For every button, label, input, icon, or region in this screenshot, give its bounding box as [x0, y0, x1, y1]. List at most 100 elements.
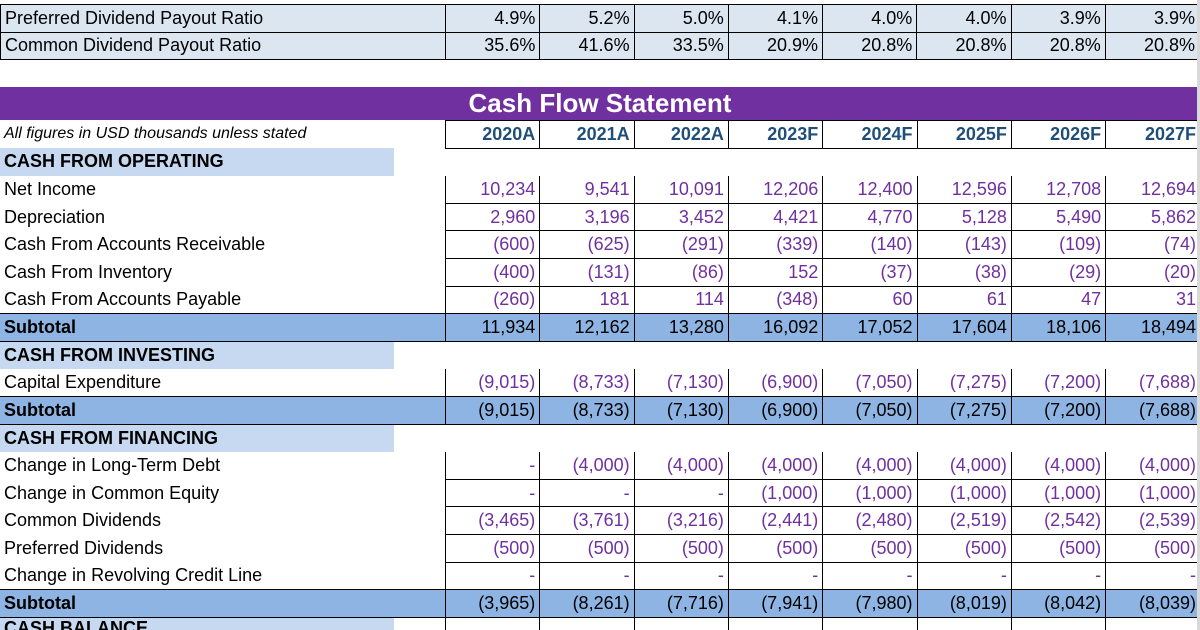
value-cell[interactable] [1010, 617, 1106, 630]
value-cell[interactable]: (1,000) [1105, 479, 1200, 508]
value-cell[interactable] [823, 424, 917, 452]
value-cell[interactable]: (348) [727, 286, 823, 315]
value-cell[interactable]: 61 [916, 286, 1012, 315]
value-cell[interactable] [917, 424, 1011, 452]
value-cell[interactable]: (7,980) [822, 589, 918, 618]
value-cell[interactable] [822, 617, 918, 630]
value-cell[interactable]: 3.9% [1104, 4, 1200, 33]
value-cell[interactable] [634, 148, 728, 176]
value-cell[interactable]: - [444, 479, 540, 508]
value-cell[interactable]: - [916, 562, 1012, 591]
value-cell[interactable]: 20.9% [727, 31, 824, 61]
value-cell[interactable] [634, 341, 728, 369]
value-cell[interactable]: (7,130) [633, 395, 729, 425]
value-cell[interactable]: 10,234 [444, 175, 540, 204]
value-cell[interactable]: 60 [822, 286, 918, 315]
value-cell[interactable]: (7,688) [1105, 368, 1200, 397]
value-cell[interactable]: (4,000) [539, 451, 635, 480]
units-note[interactable]: All figures in USD thousands unless stat… [4, 125, 307, 143]
value-cell[interactable]: (74) [1105, 230, 1200, 259]
value-cell[interactable]: 16,092 [727, 313, 823, 342]
row-label[interactable]: Common Dividends [4, 510, 162, 531]
value-cell[interactable] [1011, 424, 1105, 452]
value-cell[interactable]: (600) [444, 230, 540, 259]
value-cell[interactable]: 4.1% [727, 4, 824, 33]
value-cell[interactable]: 18,106 [1010, 313, 1106, 342]
value-cell[interactable]: 5.2% [539, 4, 635, 33]
value-cell[interactable]: (3,465) [444, 506, 540, 535]
value-cell[interactable] [539, 617, 635, 630]
value-cell[interactable]: (4,000) [727, 451, 823, 480]
value-cell[interactable]: 5,128 [916, 203, 1012, 232]
row-label[interactable]: Net Income [4, 178, 97, 199]
value-cell[interactable] [445, 148, 539, 176]
value-cell[interactable]: (500) [916, 534, 1012, 563]
value-cell[interactable]: (8,261) [539, 589, 635, 618]
value-cell[interactable]: (9,015) [444, 395, 540, 425]
value-cell[interactable]: (8,019) [916, 589, 1012, 618]
value-cell[interactable] [1105, 617, 1200, 630]
value-cell[interactable]: (4,000) [822, 451, 918, 480]
value-cell[interactable]: (2,519) [916, 506, 1012, 535]
year-header-cell[interactable]: 2023F [727, 120, 823, 149]
value-cell[interactable]: (86) [633, 258, 729, 287]
value-cell[interactable]: (7,941) [727, 589, 823, 618]
value-cell[interactable]: 4,421 [727, 203, 823, 232]
value-cell[interactable] [728, 424, 822, 452]
value-cell[interactable]: (1,000) [822, 479, 918, 508]
value-cell[interactable] [445, 424, 539, 452]
value-cell[interactable]: (8,733) [539, 395, 635, 425]
value-cell[interactable]: (37) [822, 258, 918, 287]
row-label[interactable]: Preferred Dividends [4, 537, 164, 558]
value-cell[interactable]: 20.8% [1104, 31, 1200, 61]
value-cell[interactable] [917, 148, 1011, 176]
value-cell[interactable] [1106, 341, 1200, 369]
row-label[interactable]: Cash From Accounts Payable [4, 289, 242, 310]
value-cell[interactable]: (4,000) [1010, 451, 1106, 480]
value-cell[interactable]: (7,275) [916, 395, 1012, 425]
year-header-cell[interactable]: 2024F [822, 120, 918, 149]
value-cell[interactable]: (7,275) [916, 368, 1012, 397]
value-cell[interactable] [1011, 148, 1105, 176]
value-cell[interactable]: (500) [539, 534, 635, 563]
row-label[interactable]: Capital Expenditure [4, 371, 162, 392]
row-label[interactable]: Common Dividend Payout Ratio [0, 31, 447, 61]
value-cell[interactable]: 114 [633, 286, 729, 315]
year-header-cell[interactable]: 2027F [1105, 120, 1200, 149]
value-cell[interactable]: 3.9% [1010, 4, 1106, 33]
value-cell[interactable]: (2,480) [822, 506, 918, 535]
row-label[interactable]: Cash From Accounts Receivable [4, 234, 266, 255]
year-header-cell[interactable]: 2026F [1010, 120, 1106, 149]
value-cell[interactable]: 10,091 [633, 175, 729, 204]
value-cell[interactable]: (38) [916, 258, 1012, 287]
value-cell[interactable]: (2,539) [1105, 506, 1200, 535]
value-cell[interactable]: 20.8% [1010, 31, 1106, 61]
value-cell[interactable]: 17,604 [916, 313, 1012, 342]
value-cell[interactable]: (7,688) [1105, 395, 1200, 425]
section-heading[interactable]: CASH FROM FINANCING [0, 424, 446, 452]
value-cell[interactable]: 4.9% [445, 4, 541, 33]
value-cell[interactable]: 152 [727, 258, 823, 287]
value-cell[interactable]: (625) [539, 230, 635, 259]
value-cell[interactable]: (2,542) [1010, 506, 1106, 535]
value-cell[interactable]: 12,694 [1105, 175, 1200, 204]
value-cell[interactable]: (500) [1105, 534, 1200, 563]
value-cell[interactable] [1011, 341, 1105, 369]
value-cell[interactable]: - [1010, 562, 1106, 591]
value-cell[interactable]: (339) [727, 230, 823, 259]
year-header-cell[interactable]: 2020A [444, 120, 540, 149]
value-cell[interactable] [728, 148, 822, 176]
value-cell[interactable]: (500) [633, 534, 729, 563]
value-cell[interactable]: (7,050) [822, 368, 918, 397]
value-cell[interactable]: 17,052 [822, 313, 918, 342]
value-cell[interactable]: 18,494 [1105, 313, 1200, 342]
value-cell[interactable]: 5,490 [1010, 203, 1106, 232]
value-cell[interactable]: (400) [444, 258, 540, 287]
row-label[interactable]: Change in Common Equity [4, 482, 220, 503]
row-label[interactable]: Subtotal [0, 313, 446, 342]
value-cell[interactable] [727, 617, 823, 630]
value-cell[interactable]: 12,708 [1010, 175, 1106, 204]
value-cell[interactable]: (500) [822, 534, 918, 563]
section-heading[interactable]: CASH FROM INVESTING [0, 341, 446, 369]
row-label[interactable]: Preferred Dividend Payout Ratio [0, 4, 447, 33]
